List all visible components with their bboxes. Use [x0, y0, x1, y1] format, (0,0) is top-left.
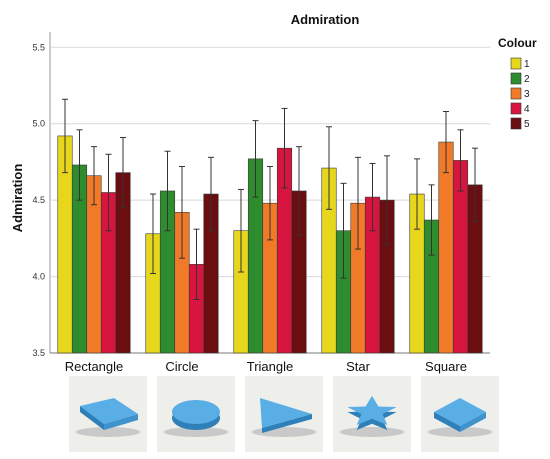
error-bar: [296, 146, 302, 236]
category-label: Star: [346, 359, 371, 374]
legend-swatch: [510, 57, 522, 70]
y-tick-label: 3.5: [32, 348, 45, 358]
legend-swatch: [510, 72, 522, 85]
y-tick-label: 4.0: [32, 272, 45, 282]
legend-entry: 2: [510, 72, 530, 85]
chart-title: Admiration: [291, 12, 360, 27]
category-labels: Rectangle Circle Triangle Star Square: [65, 359, 467, 374]
circle-shape-icon: [157, 376, 235, 452]
error-bar: [164, 150, 171, 232]
error-bar: [150, 193, 156, 275]
legend-label: 1: [524, 59, 530, 70]
y-tick-label: 5.0: [32, 119, 45, 129]
error-bar: [179, 166, 185, 259]
error-bar: [414, 158, 420, 230]
legend-entry: 4: [510, 102, 530, 115]
bar: [438, 141, 454, 354]
y-tick-label: 5.5: [32, 42, 45, 52]
error-bar: [105, 153, 112, 232]
legend-label: 2: [524, 74, 530, 85]
error-bar: [428, 184, 435, 256]
error-bar: [281, 107, 288, 189]
star-shape-icon: [333, 376, 411, 452]
y-tick-labels: 3.5 4.0 4.5 5.0 5.5: [32, 42, 45, 358]
category-label: Circle: [165, 359, 198, 374]
error-bar: [76, 129, 83, 201]
legend-swatch: [510, 102, 522, 115]
error-bar: [472, 147, 478, 223]
category-label: Rectangle: [65, 359, 124, 374]
error-bar: [208, 156, 214, 232]
legend-label: 5: [524, 119, 530, 130]
category-label: Triangle: [247, 359, 293, 374]
y-axis-label: Admiration: [10, 164, 25, 233]
error-bar: [457, 129, 464, 192]
square-shape-icon: [421, 376, 499, 452]
legend-label: 3: [524, 89, 530, 100]
error-bar: [91, 146, 97, 206]
error-bar: [369, 162, 376, 232]
legend-swatch: [510, 117, 522, 130]
triangle-shape-icon: [245, 376, 323, 452]
error-bar: [326, 126, 332, 210]
legend-entry: 5: [510, 117, 530, 130]
error-bar: [443, 110, 449, 174]
legend-entry: 1: [510, 57, 530, 70]
category-icons: [69, 376, 499, 452]
error-bar: [120, 136, 126, 209]
error-bar: [340, 182, 347, 279]
legend-label: 4: [524, 104, 530, 115]
error-bar: [193, 228, 200, 300]
legend: Colour 1 2 3 4 5: [498, 36, 537, 130]
error-bar: [267, 166, 273, 241]
legend-title: Colour: [498, 36, 537, 50]
error-bar: [62, 98, 68, 174]
legend-swatch: [510, 87, 522, 100]
error-bar: [355, 156, 361, 250]
y-tick-label: 4.5: [32, 195, 45, 205]
error-bars: [62, 98, 478, 300]
rectangle-shape-icon: [69, 376, 147, 452]
category-label: Square: [425, 359, 467, 374]
error-bar: [252, 120, 259, 198]
legend-entry: 3: [510, 87, 530, 100]
error-bar: [238, 188, 244, 273]
error-bar: [384, 155, 390, 245]
